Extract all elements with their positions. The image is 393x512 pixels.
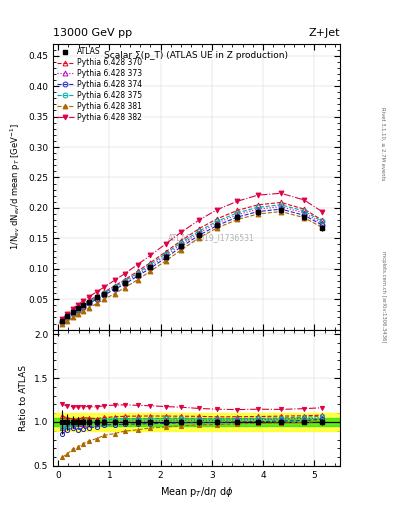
Text: Z+Jet: Z+Jet [309,28,340,38]
Text: ATLAS_2019_I1736531: ATLAS_2019_I1736531 [167,233,254,243]
Legend: ATLAS, Pythia 6.428 370, Pythia 6.428 373, Pythia 6.428 374, Pythia 6.428 375, P: ATLAS, Pythia 6.428 370, Pythia 6.428 37… [55,46,143,123]
Text: Rivet 3.1.10, ≥ 2.7M events: Rivet 3.1.10, ≥ 2.7M events [381,106,386,180]
Y-axis label: 1/N$_{ev}$ dN$_{ev}$/d mean p$_T$ [GeV$^{-1}$]: 1/N$_{ev}$ dN$_{ev}$/d mean p$_T$ [GeV$^… [8,123,22,250]
Y-axis label: Ratio to ATLAS: Ratio to ATLAS [19,365,28,431]
X-axis label: Mean p$_T$/d$\eta$ d$\phi$: Mean p$_T$/d$\eta$ d$\phi$ [160,485,233,499]
Text: 13000 GeV pp: 13000 GeV pp [53,28,132,38]
Text: Scalar Σ(p_T) (ATLAS UE in Z production): Scalar Σ(p_T) (ATLAS UE in Z production) [105,51,288,60]
Text: mcplots.cern.ch [arXiv:1306.3436]: mcplots.cern.ch [arXiv:1306.3436] [381,251,386,343]
